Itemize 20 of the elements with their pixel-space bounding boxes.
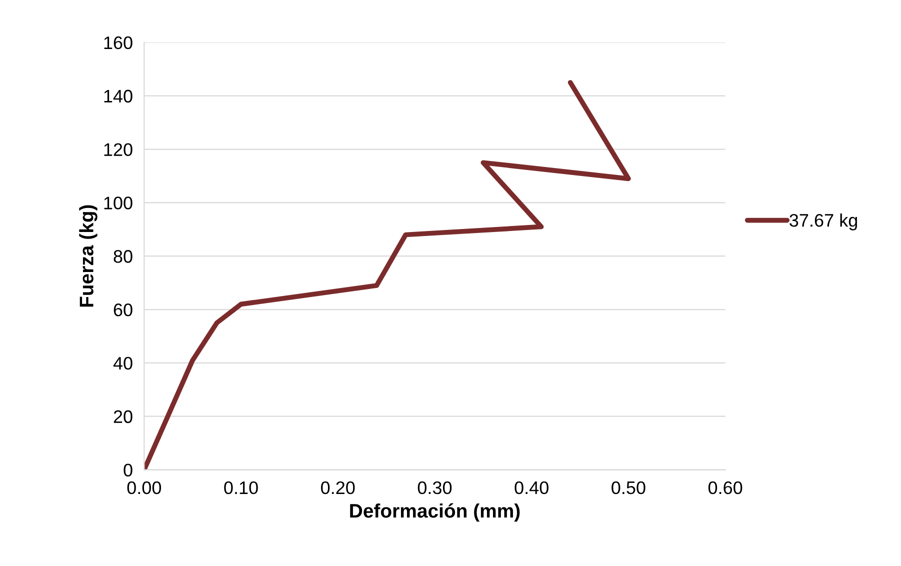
y-tick-label: 40 — [113, 356, 132, 370]
y-tick-label: 60 — [114, 303, 132, 316]
x-tick-label: 0.40 — [514, 481, 548, 494]
x-tick-label: 0.50 — [612, 481, 646, 494]
y-tick-label: 140 — [104, 90, 132, 103]
x-tick-label: 0.60 — [708, 481, 742, 494]
y-tick-label: 100 — [104, 196, 132, 210]
x-axis-title: Deformación (mm) — [350, 503, 520, 522]
y-tick-label: 160 — [104, 36, 132, 50]
x-tick-label: 0.10 — [224, 481, 258, 494]
line-series — [144, 80, 631, 470]
x-tick-label: 0.30 — [418, 481, 452, 494]
x-tick-label: 0.00 — [127, 481, 162, 494]
y-tick-label: 0 — [124, 464, 132, 476]
y-tick-label: 20 — [114, 410, 132, 424]
legend-label: 37.67 kg — [790, 214, 857, 230]
y-tick-label: 80 — [114, 250, 132, 263]
y-tick-label: 120 — [104, 143, 132, 156]
y-axis-title: Fuerza (kg) — [79, 205, 98, 307]
x-tick-label: 0.20 — [321, 481, 355, 494]
